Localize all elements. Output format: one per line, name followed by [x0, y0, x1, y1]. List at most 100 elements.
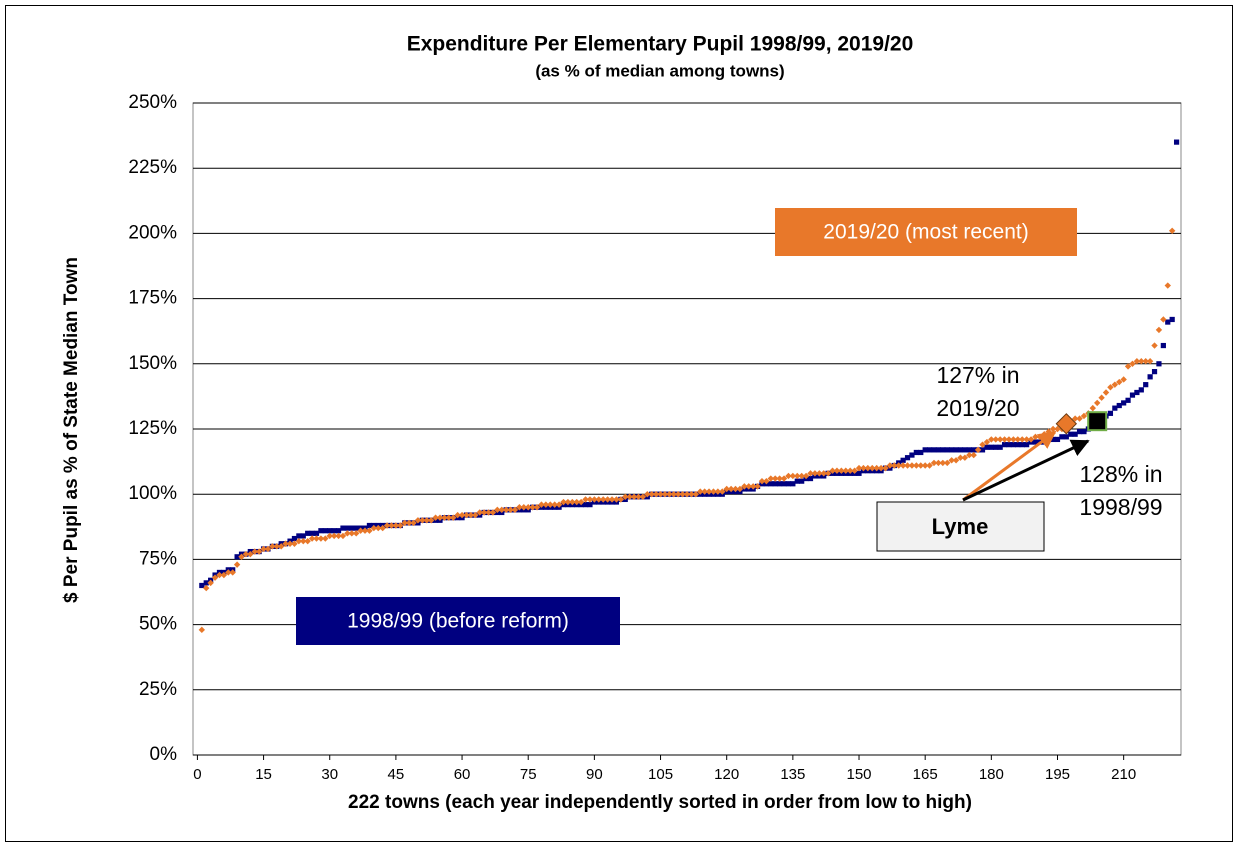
point [781, 481, 787, 487]
point [445, 514, 453, 521]
point [450, 514, 457, 521]
point [1169, 316, 1175, 323]
point [330, 532, 338, 540]
point [974, 446, 982, 454]
point [1133, 357, 1141, 365]
point [1024, 442, 1030, 448]
point [917, 462, 924, 469]
x-tick-label: 150 [847, 766, 872, 783]
point [300, 533, 306, 539]
point [1111, 381, 1119, 388]
point [608, 496, 616, 503]
point [697, 488, 704, 495]
point [458, 511, 466, 519]
point [498, 506, 505, 514]
point [799, 478, 805, 484]
point [895, 462, 902, 469]
y-tick-label: 125% [128, 418, 177, 439]
point [587, 502, 593, 508]
point [996, 436, 1004, 443]
point [957, 447, 964, 453]
point [644, 491, 651, 498]
point [780, 475, 788, 482]
point [472, 511, 479, 519]
point [1054, 436, 1061, 443]
point [414, 517, 422, 524]
point [1151, 342, 1158, 349]
point [811, 470, 819, 477]
point [432, 514, 439, 521]
point [427, 517, 435, 524]
point [331, 528, 337, 534]
point [816, 470, 823, 477]
point [785, 472, 792, 480]
point [423, 517, 430, 524]
highlight-point [1087, 411, 1108, 432]
point [926, 447, 933, 453]
x-axis-title: 222 towns (each year independently sorte… [348, 792, 972, 813]
x-tick-label: 75 [520, 766, 537, 783]
point [1019, 442, 1025, 448]
point [1076, 415, 1083, 422]
point [322, 528, 328, 534]
point [776, 475, 783, 482]
highlight-point [1055, 413, 1078, 435]
point [1068, 431, 1074, 437]
point [366, 522, 373, 529]
point [538, 501, 545, 508]
point [1015, 442, 1021, 448]
point [1147, 374, 1153, 380]
point [948, 457, 955, 464]
point [551, 501, 558, 508]
y-tick-label: 175% [128, 288, 177, 309]
point [1156, 361, 1162, 367]
point [604, 496, 611, 503]
point [807, 475, 814, 482]
point [824, 470, 832, 477]
point [930, 459, 938, 467]
point [1160, 316, 1167, 323]
point [1116, 378, 1123, 386]
point [599, 496, 607, 503]
point [657, 491, 664, 498]
y-tick-label: 250% [128, 92, 177, 113]
point [613, 496, 620, 503]
point [392, 522, 400, 529]
point [763, 477, 770, 485]
point [525, 504, 532, 511]
point [383, 522, 391, 529]
y-tick-label: 0% [150, 744, 178, 765]
point [909, 452, 915, 458]
point [882, 464, 889, 472]
point [397, 522, 404, 529]
point [1001, 436, 1008, 443]
point [807, 470, 814, 477]
point [308, 535, 316, 542]
point [962, 447, 968, 453]
point [913, 449, 919, 456]
point [278, 543, 285, 550]
point [971, 447, 977, 453]
legend-label: 2019/20 (most recent) [823, 221, 1028, 244]
point [772, 475, 779, 482]
point [1120, 376, 1127, 383]
point [242, 550, 250, 558]
point [480, 509, 488, 516]
point [790, 481, 796, 487]
point [441, 514, 448, 521]
point [789, 472, 797, 480]
point [1032, 433, 1039, 441]
point [891, 462, 898, 469]
x-tick-label: 15 [255, 766, 272, 783]
highlight-label: 128% in [1079, 461, 1162, 487]
point [1160, 342, 1166, 349]
point [489, 509, 497, 516]
x-tick-label: 60 [454, 766, 471, 783]
point [1063, 434, 1069, 440]
point [768, 481, 774, 487]
point [719, 488, 726, 495]
point [340, 525, 346, 531]
point [463, 511, 470, 519]
point [233, 561, 241, 568]
